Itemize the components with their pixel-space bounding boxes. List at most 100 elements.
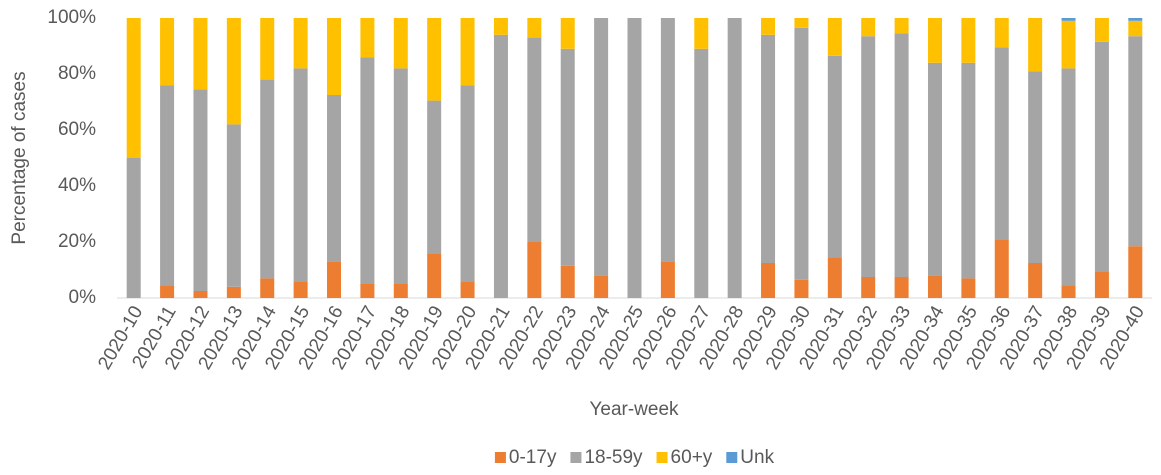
bar-segment (427, 100, 442, 254)
y-tick-label: 40% (58, 175, 96, 196)
y-tick-label: 20% (58, 231, 96, 252)
bar-segment (226, 286, 241, 298)
bar-segment (293, 68, 308, 282)
bar-segment (1061, 20, 1076, 69)
legend-label: Unk (740, 447, 774, 468)
bar-segment (493, 34, 508, 299)
bar-segment (861, 277, 876, 298)
bar-segment (360, 18, 375, 58)
bar-segment (360, 284, 375, 298)
bar-segment (827, 257, 842, 298)
bar-segment (994, 239, 1009, 298)
bar-segment (1094, 41, 1109, 272)
y-axis-title: Percentage of cases (9, 71, 30, 244)
bar-segment (727, 18, 742, 298)
bar-segment (260, 79, 275, 279)
bar-segment (527, 37, 542, 242)
legend-swatch (570, 452, 582, 463)
bar-segment (1061, 285, 1076, 298)
bar-segment (226, 124, 241, 287)
y-tick-label: 80% (58, 63, 96, 84)
bar-segment (994, 18, 1009, 48)
legend-label: 0-17y (509, 447, 557, 468)
bar-segment (761, 263, 776, 298)
bar-segment (1094, 18, 1109, 42)
bar-segment (827, 55, 842, 258)
bar-segment (460, 85, 475, 282)
bar-segment (961, 278, 976, 298)
bar-segment (594, 18, 609, 276)
x-axis-title: Year-week (589, 399, 679, 420)
bar-segment (427, 18, 442, 101)
bar-segment (694, 18, 709, 49)
bar-segment (193, 18, 208, 90)
bar-segment (160, 85, 175, 286)
bar-segment (393, 18, 408, 69)
bar-segment (260, 278, 275, 298)
legend-label: 60+y (671, 447, 713, 468)
legend-swatch (656, 452, 668, 463)
bar-segment (327, 18, 342, 95)
bar-segment (327, 261, 342, 298)
bar-segment (460, 281, 475, 298)
bar-segment (1061, 18, 1076, 21)
bar-segment (894, 33, 909, 278)
y-tick-label: 100% (47, 7, 96, 28)
bar-segment (1128, 18, 1143, 21)
bar-segment (493, 18, 508, 35)
bar-segment (260, 18, 275, 80)
legend: 0-17y 18-59y 60+y Unk (494, 447, 775, 468)
bar-segment (994, 47, 1009, 240)
bar-segment (1128, 36, 1143, 247)
bar-segment (1028, 18, 1043, 72)
legend-label: 18-59y (584, 447, 643, 468)
bar-segment (460, 18, 475, 86)
bar-segment (594, 275, 609, 298)
bar-segment (1094, 271, 1109, 298)
bar-segment (193, 291, 208, 298)
bar-segment (927, 62, 942, 276)
bar-segment (427, 253, 442, 298)
bar-segment (694, 48, 709, 298)
bar-segment (360, 57, 375, 285)
bar-segment (927, 18, 942, 63)
bar-segment (327, 95, 342, 262)
bar-segment (927, 275, 942, 298)
bar-segment (393, 68, 408, 285)
bar-segment (393, 284, 408, 298)
bar-segment (1028, 263, 1043, 298)
bar-segment (861, 36, 876, 278)
bar-segment (1028, 71, 1043, 263)
bar-segment (160, 18, 175, 86)
bar-segment (560, 48, 575, 266)
bar-segment (1128, 246, 1143, 298)
bar-segment (126, 18, 141, 158)
bar-segment (160, 285, 175, 298)
bar-segment (660, 261, 675, 298)
bar-segment (627, 18, 642, 298)
bar-segment (827, 18, 842, 56)
bar-segment (794, 18, 809, 28)
bar-segment (1128, 20, 1143, 37)
bar-segment (560, 265, 575, 298)
bar-segment (794, 279, 809, 298)
bar-segment (894, 18, 909, 34)
bar-segment (560, 18, 575, 49)
y-tick-label: 0% (69, 287, 97, 308)
bar-segment (293, 18, 308, 69)
bar-segment (660, 18, 675, 262)
bar-segment (761, 34, 776, 263)
bar-segment (293, 281, 308, 298)
bar-segment (761, 18, 776, 35)
bar-segment (126, 158, 141, 298)
bar-segment (794, 27, 809, 280)
bar-segment (527, 18, 542, 38)
bar-segment (1061, 68, 1076, 286)
bar-segment (894, 277, 909, 298)
bar-segment (527, 242, 542, 298)
bar-segment (193, 89, 208, 292)
bar-segment (961, 62, 976, 279)
bar-segment (861, 18, 876, 37)
legend-swatch (726, 452, 738, 463)
